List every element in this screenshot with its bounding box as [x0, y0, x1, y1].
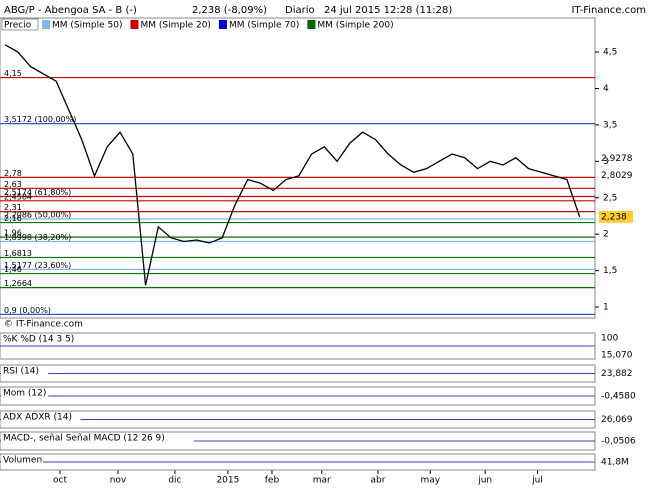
level-label: 2,63 — [4, 180, 22, 189]
level-label: 2,5174 (61,80%) — [4, 188, 71, 197]
right-label: 2,9278 — [601, 154, 633, 164]
y-tick-label: 2,5 — [603, 193, 617, 203]
y-tick-label: 2 — [603, 230, 609, 240]
panel-title-bg — [1, 366, 49, 376]
brand: IT-Finance.com — [571, 5, 646, 16]
level-label: 1,8998 (38,20%) — [4, 233, 71, 242]
level-label: 2,16 — [4, 214, 22, 223]
x-tick-label: abr — [370, 476, 385, 486]
last-price-box — [599, 210, 633, 223]
panel-value: 15,070 — [601, 351, 633, 361]
legend-box — [1, 18, 39, 31]
panel-title-bg — [1, 433, 194, 443]
y-tick-label: 4,5 — [603, 48, 617, 58]
y-tick-label: 3 — [603, 157, 609, 167]
last-price: 2,238 (-8,09%) — [192, 5, 267, 16]
panel-title: Volumen — [3, 456, 42, 466]
level-label: 1,96 — [4, 229, 22, 238]
panel-title: Mom (12) — [3, 389, 46, 399]
level-label: 1,5177 (23,60%) — [4, 261, 71, 270]
panel-title: MACD-, señal Señal MACD (12 26 9) — [3, 434, 165, 444]
panel-title-bg — [1, 412, 81, 422]
level-label: 2,78 — [4, 169, 22, 178]
x-tick-label: nov — [110, 476, 127, 486]
period: Diario — [285, 5, 315, 16]
x-tick-label: feb — [265, 476, 280, 486]
panel-title: %K %D (14 3 5) — [3, 335, 74, 345]
panel-title-bg — [1, 334, 86, 344]
panel-value: 41,8M — [601, 458, 629, 468]
y-tick-label: 1,5 — [603, 266, 617, 276]
panel-value: -0,0506 — [601, 437, 636, 447]
x-tick-label: oct — [53, 476, 67, 486]
x-tick-label: jun — [477, 476, 492, 486]
panel-title: RSI (14) — [3, 367, 39, 377]
level-label: 1,46 — [4, 265, 22, 274]
level-label: 2,31 — [4, 203, 22, 212]
legend-swatch — [218, 20, 227, 29]
legend-label: MM (Simple 200) — [317, 21, 393, 31]
panel-value: 26,069 — [601, 415, 633, 425]
date: 24 jul 2015 12:28 (11:28) — [324, 5, 452, 16]
panel-value: -0,4580 — [601, 392, 636, 402]
y-tick-label: 1 — [603, 303, 609, 313]
level-label: 3,5172 (100,00%) — [4, 115, 76, 124]
panel-title: ADX ADXR (14) — [3, 413, 72, 423]
price-line — [4, 44, 581, 286]
x-tick-label: may — [420, 476, 440, 486]
level-label: 2,2086 (50,00%) — [4, 211, 71, 220]
x-tick-label: 2015 — [216, 476, 239, 486]
right-label: 2,238 — [601, 212, 627, 222]
panel-title-bg — [1, 455, 43, 465]
legend-swatch — [130, 20, 139, 29]
level-label: 1,2664 — [4, 279, 32, 288]
level-label: 1,6813 — [4, 249, 32, 258]
panel-title-bg — [1, 388, 49, 398]
level-label: 2,4584 — [4, 192, 32, 201]
legend-label: MM (Simple 20) — [140, 21, 210, 31]
level-label: 0,9 (0,00%) — [4, 306, 51, 315]
legend-swatch — [307, 20, 316, 29]
level-label: 4,15 — [4, 69, 22, 78]
x-tick-label: jul — [531, 476, 543, 486]
legend-label: Precio — [4, 21, 32, 31]
title: ABG/P - Abengoa SA - B (-) — [4, 5, 137, 16]
legend-swatch — [42, 20, 50, 29]
panel-value: 23,882 — [601, 369, 633, 379]
source: © IT-Finance.com — [4, 320, 83, 330]
panel-value: 100 — [601, 334, 618, 344]
x-tick-label: mar — [313, 476, 331, 486]
y-tick-label: 4 — [603, 84, 609, 94]
y-tick-label: 3,5 — [603, 120, 617, 130]
x-tick-label: dic — [168, 476, 181, 486]
main-frame — [0, 17, 596, 319]
legend-label: MM (Simple 50) — [52, 21, 122, 31]
legend-label: MM (Simple 70) — [229, 21, 299, 31]
right-label: 2,8029 — [601, 171, 633, 181]
